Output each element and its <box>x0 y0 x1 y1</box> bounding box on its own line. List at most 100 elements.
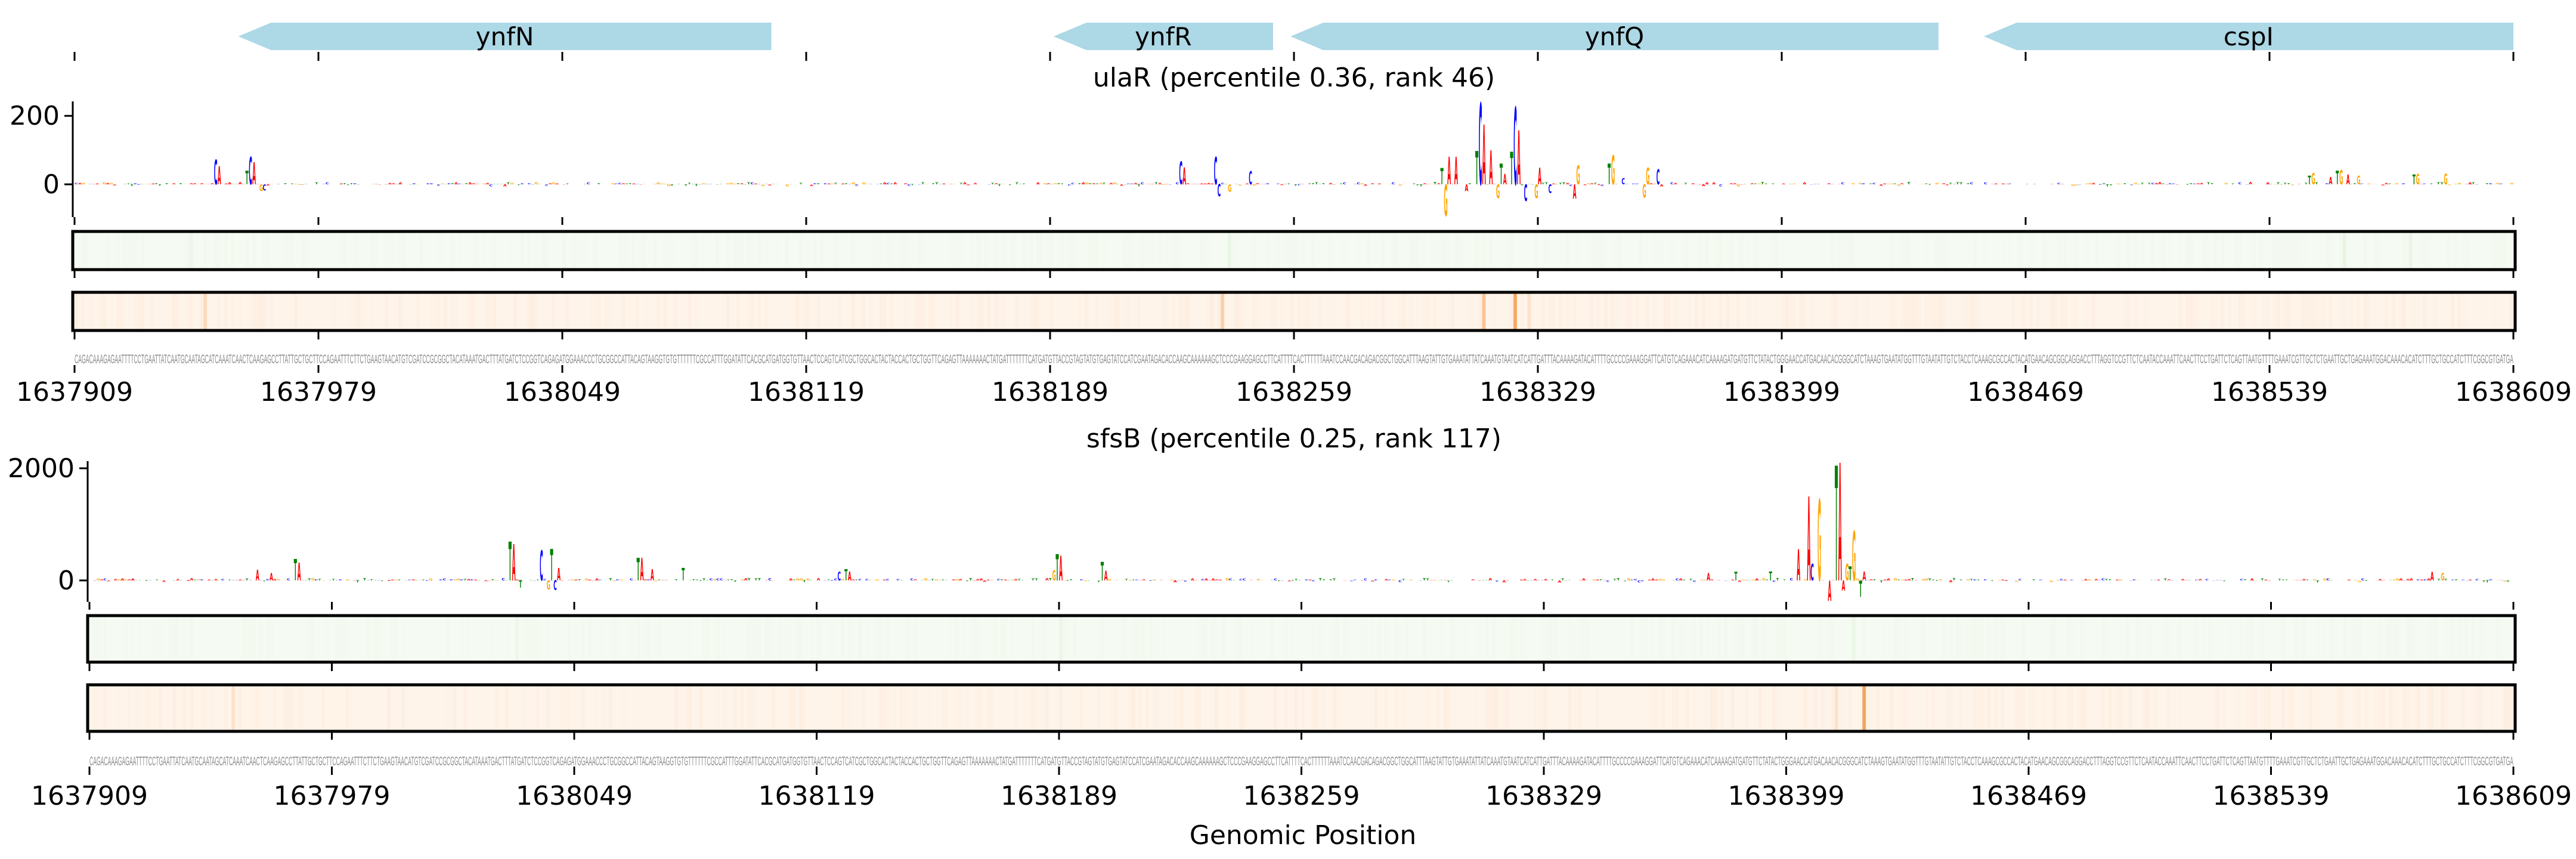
logo-letter: G <box>1762 577 1766 581</box>
logo-letter: A <box>1952 184 1956 185</box>
logo-letter: A <box>893 182 897 185</box>
attribution-track-green-cell <box>1236 616 1239 662</box>
attribution-track-green-cell <box>1139 616 1143 662</box>
attribution-track-green-cell <box>1900 231 1904 270</box>
attribution-track-green-cell <box>1409 231 1413 270</box>
attribution-track-green-cell <box>1485 616 1489 662</box>
attribution-track-green-cell <box>1239 231 1242 270</box>
logo-letter: A <box>2092 183 2095 185</box>
attribution-track-orange-cell <box>1059 685 1063 731</box>
logo-letter: C <box>2070 580 2074 581</box>
logo-letter: A <box>1702 184 1705 187</box>
logo-letter: A <box>595 579 599 582</box>
attribution-track-orange-cell <box>116 292 120 330</box>
logo-letter: T <box>817 183 820 185</box>
logo-letter: G <box>2441 572 2444 583</box>
logo-letter: G <box>841 579 844 581</box>
logo-letter: T <box>670 184 674 187</box>
attribution-track-green-cell <box>1660 231 1664 270</box>
attribution-track-orange-cell <box>128 685 131 731</box>
logo-letter: G <box>429 579 432 582</box>
logo-letter: G <box>2071 184 2075 186</box>
attribution-track-green-cell <box>2329 231 2333 270</box>
attribution-track-green-cell <box>852 231 855 270</box>
attribution-track-orange-cell <box>2215 685 2219 731</box>
attribution-track-orange-cell <box>566 292 569 330</box>
attribution-track-green-cell <box>751 231 754 270</box>
logo-letter: C <box>2402 580 2406 581</box>
logo-letter: C <box>2475 579 2479 581</box>
attribution-track-orange-cell <box>795 292 800 330</box>
logo-letter: T <box>1613 579 1617 581</box>
logo-letter: A <box>468 183 472 186</box>
attribution-track-orange-cell <box>1319 685 1323 731</box>
attribution-track-orange-cell <box>2464 292 2468 330</box>
attribution-track-green-cell <box>1970 616 1974 662</box>
attribution-track-orange-cell <box>2021 685 2025 731</box>
logo-letter: G <box>2444 171 2447 188</box>
attribution-track-orange-cell <box>1538 292 1541 330</box>
attribution-track-green-cell <box>346 616 349 662</box>
attribution-track-green-cell <box>865 616 869 662</box>
logo-letter: T <box>1510 143 1513 195</box>
attribution-track-orange-cell <box>1203 292 1207 330</box>
logo-letter: G <box>1052 568 1056 585</box>
logo-letter: T <box>754 579 758 582</box>
logo-letter: A <box>270 572 273 583</box>
attribution-track-green-cell <box>2085 231 2088 270</box>
attribution-track-green-cell <box>1367 231 1371 270</box>
attribution-track-green-cell <box>1071 231 1075 270</box>
attribution-track-orange-cell <box>1302 685 1305 731</box>
attribution-track-orange-cell <box>1398 685 1402 731</box>
attribution-track-orange-cell <box>803 292 806 330</box>
attribution-track-orange-cell <box>1493 292 1496 330</box>
attribution-track-orange-cell <box>1217 292 1221 330</box>
attribution-track-orange-cell <box>1537 685 1540 731</box>
logo-letter: C <box>1201 579 1205 581</box>
logo-letter: T <box>931 183 934 185</box>
attribution-track-green-cell <box>357 231 360 270</box>
attribution-track-orange-cell <box>602 685 605 731</box>
attribution-track-orange-cell <box>1772 685 1776 731</box>
attribution-track-orange-cell <box>547 685 550 731</box>
attribution-track-orange-cell <box>1559 292 1562 330</box>
logo-letter: C <box>1630 580 1634 581</box>
attribution-track-orange-cell <box>751 685 754 731</box>
logo-letter: T <box>2105 579 2108 581</box>
attribution-track-orange-cell <box>1893 292 1897 330</box>
logo-letter: A <box>1520 580 1524 581</box>
logo-letter: A <box>1200 184 1204 185</box>
attribution-track-orange-cell <box>1745 685 1748 731</box>
attribution-track-orange-cell <box>1663 292 1667 330</box>
logo-letter: T <box>2278 579 2281 581</box>
logo-letter: A <box>399 183 402 186</box>
attribution-track-green-cell <box>2364 231 2367 270</box>
attribution-track-green-cell <box>419 231 423 270</box>
attribution-track-green-cell <box>695 231 698 270</box>
logo-letter: C <box>1354 580 1357 581</box>
logo-letter: A <box>1883 184 1887 185</box>
attribution-track-green-cell <box>799 616 803 662</box>
logo-letter: T <box>304 580 308 581</box>
logo-letter: A <box>1827 183 1831 185</box>
attribution-track-orange-cell <box>695 292 698 330</box>
attribution-track-orange-cell <box>1575 685 1578 731</box>
logo-letter: T <box>2454 579 2457 581</box>
attribution-track-green-cell <box>726 231 730 270</box>
logo-letter: T <box>1295 579 1298 581</box>
attribution-track-green-cell <box>510 231 513 270</box>
logo-letter: G <box>534 181 538 185</box>
attribution-track-orange-cell <box>1925 292 1928 330</box>
attribution-track-orange-cell <box>1506 685 1509 731</box>
attribution-track-orange-cell <box>88 292 92 330</box>
logo-letter: G <box>2067 580 2071 581</box>
attribution-track-orange-cell <box>1713 685 1717 731</box>
logo-letter: A <box>974 183 978 185</box>
logo-letter: T <box>2212 580 2216 581</box>
attribution-track-orange-cell <box>2398 292 2402 330</box>
attribution-track-orange-cell <box>699 685 702 731</box>
attribution-track-orange-cell <box>235 685 239 731</box>
attribution-track-green-cell <box>245 616 249 662</box>
logo-letter: C <box>2039 580 2043 581</box>
attribution-track-orange-cell <box>2092 292 2095 330</box>
